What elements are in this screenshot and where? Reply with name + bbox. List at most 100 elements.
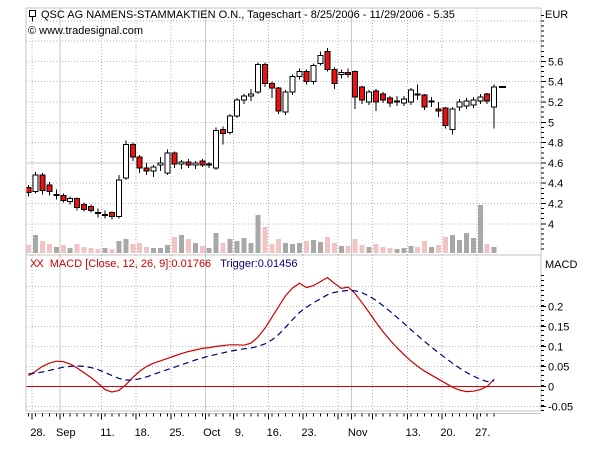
volume-bar <box>102 248 108 253</box>
price-tick-label: 5.4 <box>548 77 563 89</box>
candle-down <box>136 156 143 169</box>
volume-bar <box>137 243 143 253</box>
candle-down <box>88 206 95 212</box>
volume-bar <box>338 246 344 253</box>
candle-down <box>25 186 32 193</box>
time-tick-label: 11. <box>100 427 114 439</box>
price-tick-label: 4.6 <box>548 158 563 170</box>
volume-bar <box>248 243 254 253</box>
time-tick-label: 9. <box>235 427 244 439</box>
candle-up <box>178 161 185 165</box>
candle-up <box>477 96 484 102</box>
candle-down <box>108 212 115 218</box>
price-tick-label: 4.4 <box>548 178 563 190</box>
volume-bar <box>144 247 150 253</box>
volume-bar <box>74 244 80 253</box>
candle-up <box>192 162 199 166</box>
volume-bar <box>60 245 66 253</box>
price-tick-label: 5.6 <box>548 56 563 68</box>
price-tick-label: 5.2 <box>548 97 563 109</box>
volume-bar <box>443 237 448 253</box>
candle-up <box>393 100 400 103</box>
volume-bar <box>46 244 52 253</box>
candle-down <box>46 184 53 192</box>
candle-down <box>143 167 150 172</box>
volume-bar <box>415 247 421 253</box>
candle-up <box>407 89 414 103</box>
macd-tick-label: -0.05 <box>548 401 573 413</box>
macd-tick-label: 0.2 <box>548 301 563 313</box>
candle-up <box>296 71 303 78</box>
indicator-header: XX MACD [Close, 12, 26, 9]:0.01766 Trigg… <box>30 258 298 271</box>
candle-down <box>442 107 449 126</box>
candle-down <box>345 72 352 76</box>
volume-bar <box>151 248 157 253</box>
candle-up <box>310 64 317 83</box>
candle-up <box>317 54 324 64</box>
candle-down <box>379 93 386 101</box>
volume-bar <box>178 235 184 253</box>
time-tick-label: 23. <box>301 427 316 439</box>
candle-down <box>39 174 46 191</box>
volume-bar <box>192 243 198 253</box>
macd-label[interactable]: MACD [Close, 12, 26, 9]:0.01766 <box>49 258 212 270</box>
macd-tick-label: 0.1 <box>548 341 563 353</box>
candle-down <box>185 161 192 166</box>
candle-up <box>53 193 60 196</box>
volume-bar <box>394 249 400 253</box>
volume-bar <box>213 233 219 253</box>
macd-axis-unit-label: MACD <box>545 259 577 271</box>
volume-bar <box>32 235 38 253</box>
time-tick-label: 16. <box>267 427 282 439</box>
volume-bar <box>422 241 428 253</box>
indicator-marker-icon[interactable]: XX <box>30 258 44 270</box>
volume-bar <box>88 248 94 253</box>
time-tick-label: 13. <box>406 427 421 439</box>
candle-down <box>60 194 67 201</box>
copyright-label: © www.tradesignal.com <box>28 25 144 37</box>
candle-up <box>213 129 220 169</box>
trigger-label[interactable]: Trigger:0.01456 <box>220 258 298 270</box>
chart-title-row[interactable]: QSC AG NAMENS-STAMMAKTIEN O.N., Tagescha… <box>28 9 455 22</box>
volume-bar <box>408 246 414 253</box>
candle-down <box>421 94 428 108</box>
candle-up <box>150 166 157 172</box>
candle-up <box>338 72 345 76</box>
time-tick-label: 18. <box>135 427 150 439</box>
volume-bar <box>199 246 205 253</box>
time-tick-label: 25. <box>169 427 184 439</box>
candle-up <box>101 214 108 217</box>
candle-up <box>289 76 296 93</box>
volume-bar <box>165 245 170 253</box>
candle-down <box>129 144 136 158</box>
candle-up <box>470 99 477 106</box>
volume-bar <box>429 247 435 253</box>
candle-up <box>428 100 435 103</box>
volume-bar <box>95 249 101 253</box>
time-tick-label: Oct <box>203 427 220 439</box>
volume-bar <box>283 243 289 253</box>
candle-down <box>359 86 366 101</box>
volume-bar <box>241 238 247 253</box>
volume-bar <box>401 248 407 253</box>
candle-down <box>435 108 442 112</box>
candle-down <box>74 197 81 209</box>
volume-bar <box>304 241 309 253</box>
macd-tick-label: 0.05 <box>548 361 569 373</box>
trigger-line <box>28 289 495 383</box>
time-tick-label: 27. <box>475 427 490 439</box>
volume-bar <box>449 235 455 253</box>
volume-bar <box>373 244 379 253</box>
time-tick-label: 20. <box>440 427 455 439</box>
candle-up <box>400 98 407 104</box>
candle-up <box>115 179 122 218</box>
candle-down <box>171 152 178 165</box>
candle-down <box>352 71 359 98</box>
candle-down <box>484 93 491 102</box>
candle-down <box>268 83 275 89</box>
candle-down <box>199 160 206 166</box>
macd-tick-label: 0 <box>548 381 554 393</box>
volume-bar <box>130 244 136 253</box>
